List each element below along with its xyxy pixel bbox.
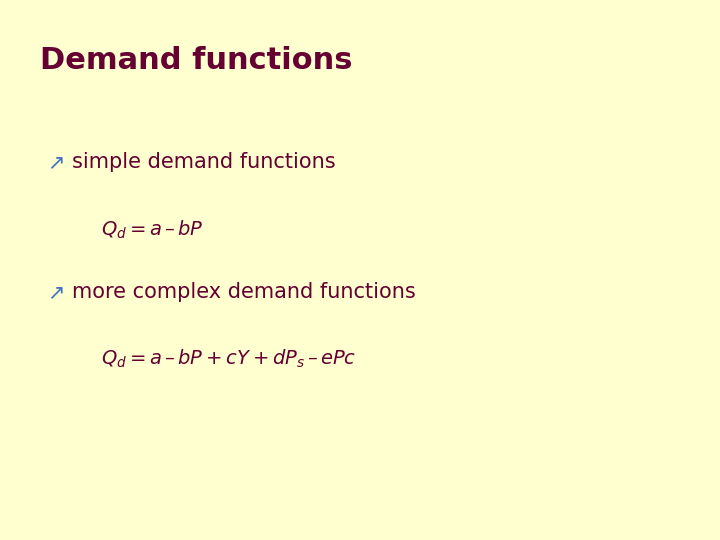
Text: Demand functions: Demand functions [40,46,352,75]
Text: ↗: ↗ [47,281,64,302]
Text: $Q_d = a\,–\,bP + cY + dP_s\,–\,ePc$: $Q_d = a\,–\,bP + cY + dP_s\,–\,ePc$ [101,348,356,370]
Text: simple demand functions: simple demand functions [72,152,336,172]
Text: $Q_d = a\,–\,bP$: $Q_d = a\,–\,bP$ [101,218,204,241]
Text: more complex demand functions: more complex demand functions [72,281,415,302]
Text: ↗: ↗ [47,152,64,172]
